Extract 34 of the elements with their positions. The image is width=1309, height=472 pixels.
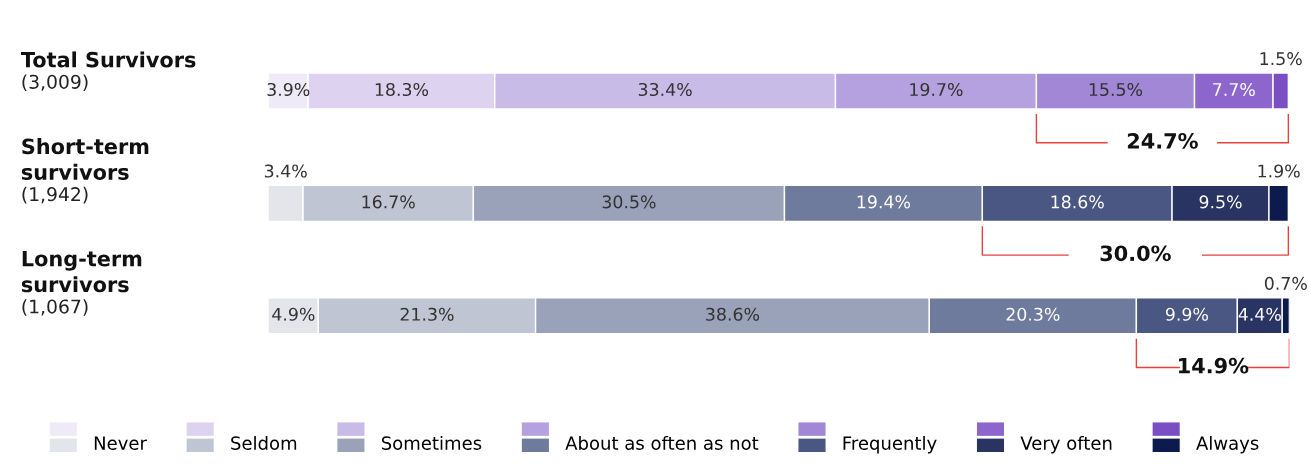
- data-label: 9.9%: [1165, 307, 1208, 321]
- data-label: 15.5%: [1089, 82, 1143, 97]
- data-label: 1.9%: [1258, 164, 1300, 178]
- data-label: 19.4%: [857, 195, 911, 209]
- text: 14.9%: [1179, 357, 1249, 374]
- legend-label: Never: [94, 436, 147, 450]
- data-label: 9.5%: [1199, 195, 1242, 209]
- data-label: 33.4%: [638, 82, 692, 97]
- data-label: 18.6%: [1051, 195, 1104, 209]
- data-label: 4.4%: [1238, 307, 1281, 321]
- legend-label: About as often as not: [565, 435, 759, 450]
- annotation: 24.7%: [1127, 133, 1198, 149]
- y-tick-label: Short-term survivors (1,942): [21, 138, 149, 204]
- data-label: 18.3%: [375, 82, 429, 97]
- y-tick-label: Total Survivors (3,009): [20, 51, 196, 92]
- y-tick-label: Long-term survivors (1,067): [21, 250, 142, 316]
- data-label: 16.7%: [362, 195, 415, 209]
- data-label: 20.3%: [1006, 307, 1060, 321]
- data-label: 21.3%: [400, 307, 454, 321]
- data-label: 3.9%: [267, 82, 310, 97]
- data-label: 0.7%: [1264, 276, 1307, 290]
- legend-label: Always: [1196, 435, 1259, 454]
- legend-label: Seldom: [231, 435, 297, 450]
- annotation: 30.0%: [1100, 245, 1171, 262]
- data-label: 7.7%: [1213, 82, 1255, 97]
- data-label: 1.5%: [1260, 52, 1302, 66]
- legend-label: Very often: [1020, 435, 1112, 454]
- legend-label: Frequently: [843, 435, 937, 454]
- data-label: 3.4%: [264, 164, 307, 178]
- data-label: 30.5%: [602, 195, 656, 209]
- legend-label: Sometimes: [381, 435, 482, 450]
- data-label: 19.7%: [910, 82, 963, 97]
- data-label: 38.6%: [706, 307, 760, 321]
- data-label: 4.9%: [272, 307, 315, 321]
